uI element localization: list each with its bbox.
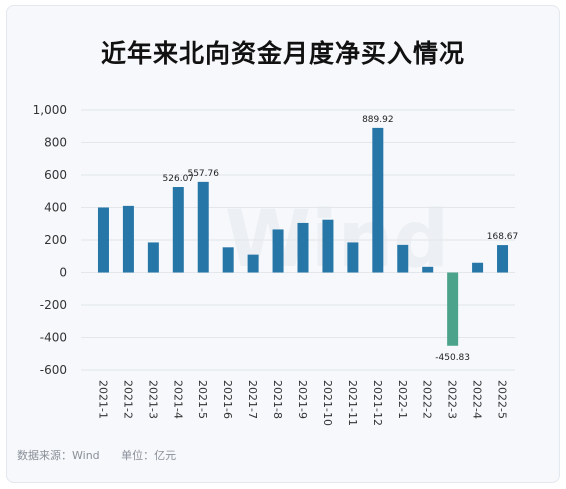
x-tick-label: 2021-5 (196, 380, 209, 419)
x-tick-label: 2021-2 (121, 380, 134, 419)
bar (247, 254, 259, 273)
bar (147, 242, 159, 273)
y-tick-label: -600 (40, 363, 67, 377)
bar (447, 272, 459, 346)
x-tick-label: 2021-10 (321, 380, 334, 426)
source-note: 数据来源：Wind (17, 449, 100, 462)
bar (272, 229, 284, 273)
bar (347, 242, 359, 273)
y-tick-label: 1,000 (33, 103, 67, 117)
x-tick-label: 2021-9 (296, 380, 309, 419)
bar (472, 262, 484, 273)
x-tick-label: 2021-7 (246, 380, 259, 419)
x-tick-label: 2021-8 (271, 380, 284, 419)
data-label: -450.83 (435, 353, 470, 363)
x-tick-label: 2022-5 (496, 380, 509, 419)
x-tick-label: 2021-3 (146, 380, 159, 419)
x-axis: 2021-1 2021-2 2021-3 2021-4 2021-5 2021-6 2021… (96, 380, 508, 426)
x-tick-label: 2022-1 (396, 380, 409, 419)
x-tick-label: 2021-4 (171, 380, 184, 419)
bar (122, 205, 134, 273)
y-tick-label: 0 (59, 266, 67, 280)
y-tick-label: -400 (40, 331, 67, 345)
bar (397, 244, 409, 273)
y-tick-label: 600 (44, 168, 67, 182)
bar (172, 187, 184, 273)
bar (497, 245, 509, 273)
chart-title: 近年来北向资金月度净买入情况 (100, 39, 465, 68)
data-label: 168.67 (487, 232, 519, 242)
data-label: 526.07 (163, 174, 195, 184)
y-axis: 1,000 800 600 400 200 0 -200 -400 -600 (33, 103, 67, 377)
bar (222, 247, 234, 273)
data-label: 889.92 (362, 115, 394, 125)
footer: 数据来源：Wind 单位：亿元 (17, 447, 194, 463)
bar (297, 222, 309, 273)
x-tick-label: 2021-1 (96, 380, 109, 419)
chart-card: 近年来北向资金月度净买入情况 Wind 1,000 800 600 400 200 0 -2… (6, 5, 560, 483)
y-tick-label: 800 (44, 136, 67, 150)
bar (322, 219, 334, 273)
unit-note: 单位：亿元 (121, 449, 177, 462)
bar (197, 181, 209, 273)
data-label: 557.76 (187, 169, 219, 179)
bar (422, 266, 434, 273)
x-tick-label: 2022-4 (471, 380, 484, 419)
bar (372, 127, 384, 273)
x-tick-label: 2021-6 (221, 380, 234, 419)
y-tick-label: 200 (44, 233, 67, 247)
bar (97, 207, 109, 273)
bars (97, 127, 509, 346)
x-tick-label: 2021-11 (346, 380, 359, 426)
x-tick-label: 2021-12 (371, 380, 384, 426)
x-tick-label: 2022-2 (421, 380, 434, 419)
y-tick-label: -200 (40, 298, 67, 312)
x-tick-label: 2022-3 (446, 380, 459, 419)
y-tick-label: 400 (44, 201, 67, 215)
